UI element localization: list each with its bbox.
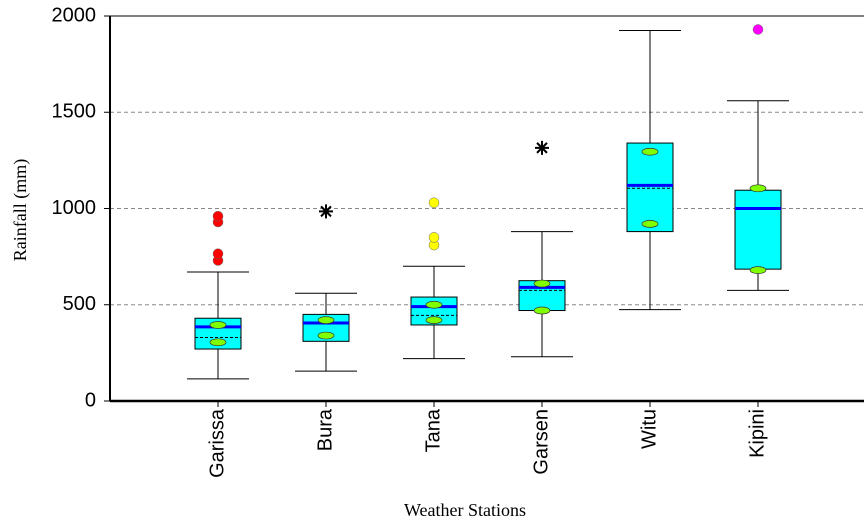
x-tick-label: Tana: [422, 408, 444, 452]
x-tick-label: Witu: [638, 409, 660, 449]
outlier: [752, 24, 764, 35]
outlier: [319, 204, 333, 219]
outlier: [535, 140, 549, 155]
x-axis-title: Weather Stations: [404, 500, 526, 520]
notch-marker: [425, 300, 443, 309]
y-axis-title: Rainfall (mm): [10, 159, 31, 261]
x-tick-label: Garissa: [206, 408, 228, 478]
x-tick-label: Garsen: [530, 409, 552, 475]
box: [734, 189, 782, 270]
x-tick-label: Kipini: [746, 409, 768, 458]
notch-marker: [533, 306, 551, 315]
outlier: [428, 197, 440, 208]
outlier: [212, 248, 224, 259]
y-tick-label: 500: [63, 293, 96, 315]
y-tick-label: 2000: [52, 4, 97, 26]
notch-marker: [317, 316, 335, 324]
outlier: [428, 232, 440, 243]
notch-marker: [533, 279, 551, 288]
y-tick-label: 1000: [52, 197, 97, 219]
y-tick-label: 0: [85, 389, 96, 411]
notch-marker: [209, 321, 227, 329]
notch-marker: [749, 266, 767, 274]
box: [626, 142, 674, 233]
notch-marker: [641, 220, 659, 228]
notch-marker: [425, 316, 443, 324]
notch-marker: [317, 331, 335, 340]
x-tick-label: Bura: [314, 408, 336, 451]
notch-marker: [209, 338, 227, 347]
y-tick-label: 1500: [52, 101, 97, 123]
notch-marker: [641, 147, 659, 156]
notch-marker: [749, 184, 767, 193]
outlier: [212, 210, 224, 222]
